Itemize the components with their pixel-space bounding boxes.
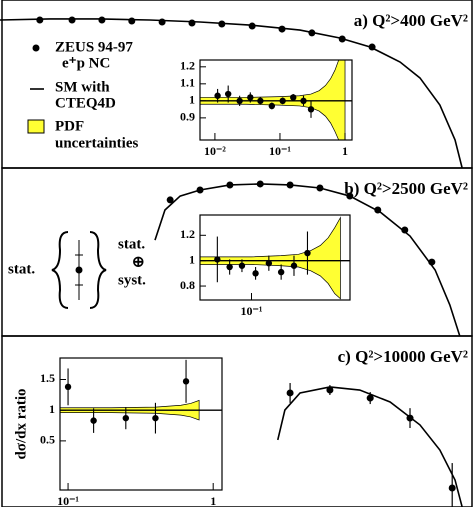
inset-panel: 1.2 1.1 1 0.9 10⁻² 10⁻¹ 1	[180, 59, 353, 158]
data-point	[300, 97, 307, 105]
panel-frame	[1, 335, 473, 507]
data-point	[68, 16, 76, 24]
data-point	[166, 196, 174, 204]
inset-panel: 1.2 1 0.8 10⁻¹	[180, 214, 351, 318]
y-tick-label: 0.9	[180, 110, 195, 124]
data-point	[182, 378, 190, 385]
data-point	[248, 22, 256, 30]
y-tick-label: 0.8	[180, 278, 195, 292]
data-point	[238, 262, 246, 269]
x-tick-label: 10⁻¹	[57, 494, 79, 507]
data-point	[346, 192, 354, 200]
legend-text: CTEQ4D	[55, 95, 116, 111]
y-tick-label: 1.2	[180, 227, 195, 241]
note-text: stat.	[8, 261, 35, 277]
data-point	[286, 389, 294, 397]
data-point	[36, 16, 44, 24]
data-point	[307, 106, 315, 113]
data-point	[158, 18, 166, 26]
y-tick-label: 1	[49, 402, 55, 416]
data-point	[90, 417, 97, 424]
main-panel: a) Q²>400 GeV² ZEUS 94-97e⁺p NC SM withCTE…	[0, 0, 473, 169]
main-panel: c) Q²>10000 GeV²	[1, 335, 473, 507]
legend-text: uncertainties	[55, 135, 138, 151]
x-tick-label: 10⁻¹	[241, 304, 263, 318]
sm-curve	[276, 386, 463, 507]
y-axis-label: dσ/dx ratio	[13, 388, 29, 459]
data-point	[226, 181, 234, 189]
data-point	[401, 226, 409, 234]
brace-left	[51, 231, 69, 309]
y-tick-label: 1	[189, 93, 195, 107]
data-point	[64, 383, 72, 391]
data-point	[448, 484, 456, 492]
inset-frame	[59, 357, 223, 491]
panel-title: a) Q²>400 GeV²	[354, 11, 468, 30]
data-point	[277, 268, 285, 276]
data-point	[128, 17, 136, 25]
y-tick-label: 1.5	[40, 371, 55, 385]
inset-frame	[199, 59, 353, 141]
data-point	[188, 19, 196, 27]
data-point	[406, 414, 414, 422]
sm-curve	[0, 18, 463, 169]
data-point	[236, 97, 243, 105]
data-point	[122, 414, 130, 422]
data-point	[98, 16, 106, 24]
inset-frame	[199, 214, 351, 301]
data-point	[214, 92, 221, 99]
data-point	[290, 262, 298, 269]
data-point	[152, 414, 159, 422]
data-point	[224, 90, 232, 98]
legend-marker	[32, 44, 40, 52]
note-text: syst.	[118, 272, 146, 288]
inset-bg	[60, 358, 222, 490]
data-point	[368, 43, 376, 51]
data-point	[316, 184, 324, 192]
legend-text: ZEUS 94-97	[55, 39, 133, 55]
note-text: ⊕	[132, 254, 145, 270]
y-tick-label: 1	[189, 252, 195, 266]
x-tick-label: 10⁻¹	[269, 144, 291, 158]
data-point	[226, 263, 233, 271]
data-point	[257, 97, 264, 105]
legend-text: e⁺p NC	[62, 55, 110, 71]
x-tick-label: 1	[210, 494, 216, 507]
brace-right	[89, 231, 107, 309]
data-point	[304, 249, 311, 257]
data-point	[265, 260, 273, 267]
data-point	[428, 258, 436, 266]
data-point	[196, 186, 204, 194]
data-point	[326, 386, 334, 394]
panel-title: b) Q²>2500 GeV²	[344, 179, 468, 198]
data-point	[374, 206, 382, 214]
data-point	[286, 181, 294, 189]
data-point	[338, 35, 346, 43]
y-tick-label: 1.2	[180, 59, 195, 73]
data-point	[214, 256, 221, 263]
y-tick-label: 0.5	[40, 433, 55, 447]
data-point	[279, 97, 286, 105]
x-tick-label: 10⁻²	[204, 144, 226, 158]
panel-title: c) Q²>10000 GeV²	[338, 347, 468, 366]
data-point	[278, 25, 286, 33]
data-point	[256, 180, 264, 188]
data-point	[247, 94, 254, 101]
data-point	[308, 29, 316, 37]
note-text: stat.	[118, 236, 145, 252]
data-point	[252, 270, 259, 277]
data-point	[366, 394, 374, 402]
legend-band	[27, 119, 45, 134]
x-tick-label: 1	[342, 144, 348, 158]
legend-text: SM with	[55, 79, 110, 95]
data-point	[218, 20, 226, 28]
data-point	[290, 94, 297, 101]
y-tick-label: 1.1	[180, 76, 195, 90]
inset-panel: 1.5 1 0.5 10⁻¹ 1 dσ/dx ratio	[13, 357, 223, 507]
legend-text: PDF	[55, 118, 84, 134]
data-point	[268, 102, 276, 110]
stat-marker	[75, 266, 83, 274]
